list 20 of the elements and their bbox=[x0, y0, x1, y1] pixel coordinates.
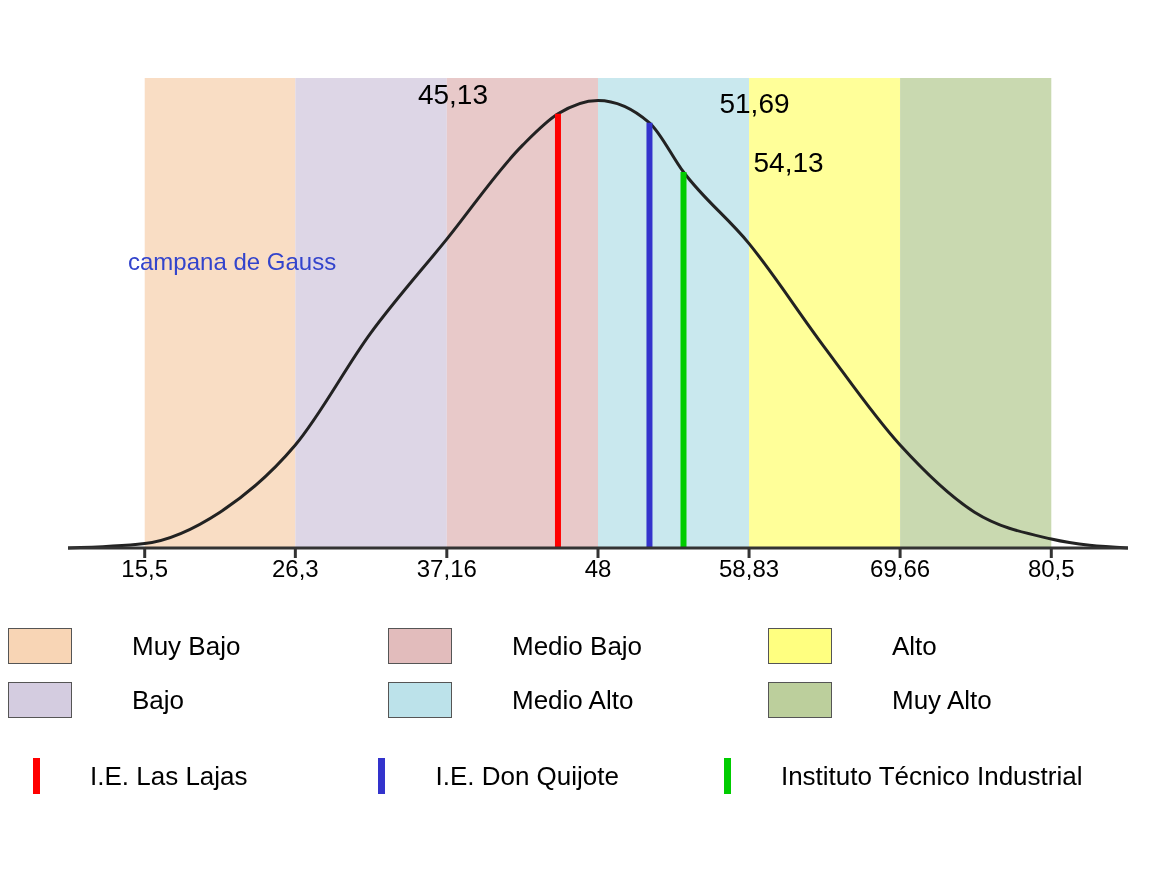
legend-label: I.E. Las Lajas bbox=[90, 760, 248, 792]
annotation: 51,69 bbox=[719, 87, 790, 119]
x-tick-label: 48 bbox=[584, 555, 612, 583]
x-tick-label: 37,16 bbox=[416, 555, 477, 583]
annotation: 54,13 bbox=[753, 146, 824, 178]
legend-label: Alto bbox=[892, 630, 937, 662]
legend-label: Bajo bbox=[132, 684, 185, 716]
legend-label: I.E. Don Quijote bbox=[435, 760, 619, 792]
x-tick-label: 15,5 bbox=[121, 555, 169, 583]
legend-label: Medio Bajo bbox=[512, 630, 643, 662]
legend-label: Instituto Técnico Industrial bbox=[780, 760, 1083, 792]
x-tick-label: 69,66 bbox=[870, 555, 931, 583]
x-tick-label: 26,3 bbox=[271, 555, 319, 583]
legend-label: Muy Alto bbox=[892, 684, 992, 716]
annotation: campana de Gauss bbox=[128, 248, 337, 276]
legend-label: Muy Bajo bbox=[132, 630, 241, 662]
x-tick-label: 80,5 bbox=[1027, 555, 1075, 583]
x-tick-label: 58,83 bbox=[719, 555, 780, 583]
annotation: 45,13 bbox=[417, 78, 488, 110]
legend-label: Medio Alto bbox=[512, 684, 634, 716]
